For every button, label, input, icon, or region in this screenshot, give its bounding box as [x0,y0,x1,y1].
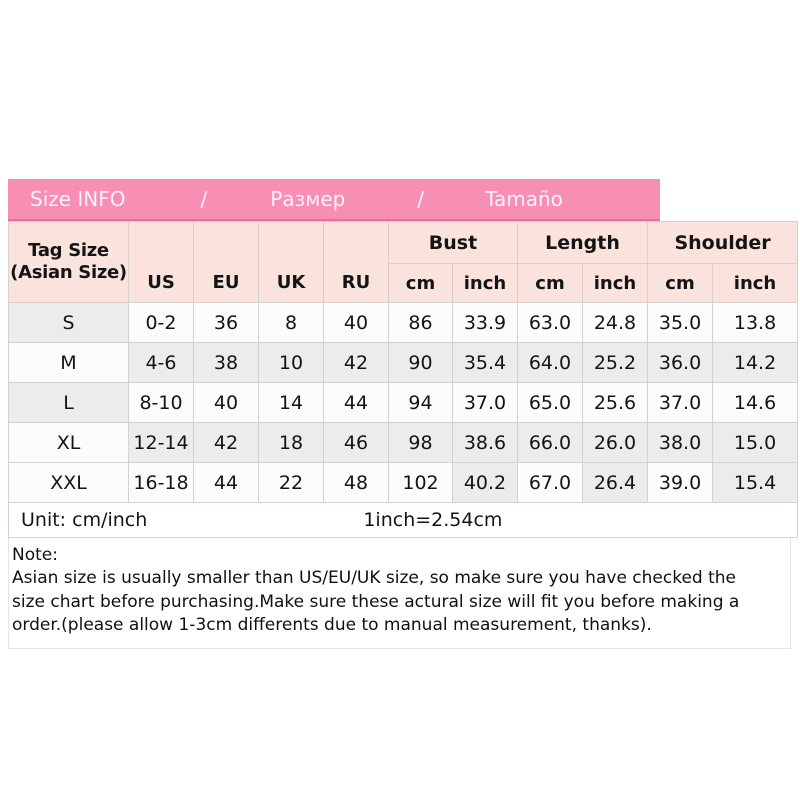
value-cell: 46 [323,422,389,463]
uk-column-header: UK [258,263,324,303]
value-cell: 13.8 [712,302,799,343]
value-cell: 67.0 [517,462,583,503]
unit-row: Unit: cm/inch 1inch=2.54cm [7,502,799,538]
value-cell: 90 [388,342,453,383]
value-cell: 64.0 [517,342,583,383]
table-row: XXL 16-18 44 22 48 102 40.2 67.0 26.4 39.0 15.4 [8,462,799,503]
table-row: S 0-2 36 8 40 86 33.9 63.0 24.8 35.0 13.8 [8,302,799,343]
title-separator: / [200,187,208,211]
value-cell: 38.0 [647,422,714,463]
tag-size-cell: L [8,382,129,423]
value-cell: 33.9 [452,302,518,343]
value-cell: 102 [388,462,453,503]
shoulder-inch-header: inch [712,263,799,303]
title-tamano: Tamaño [485,187,563,211]
value-cell: 38.6 [452,422,518,463]
value-cell: 10 [258,342,324,383]
length-group-header: Length [516,221,649,264]
value-cell: 38 [193,342,259,383]
value-cell: 14.6 [712,382,799,423]
title-separator: / [417,187,425,211]
value-cell: 16-18 [128,462,194,503]
value-cell: 98 [388,422,453,463]
length-inch-header: inch [581,263,649,303]
table-row: XL 12-14 42 18 46 98 38.6 66.0 26.0 38.0 15.0 [8,422,799,463]
title-bar: Size INFO / Размер / Tamaño [8,179,660,221]
value-cell: 86 [388,302,453,343]
value-cell: 8-10 [128,382,194,423]
size-table-body: S 0-2 36 8 40 86 33.9 63.0 24.8 35.0 13.8 M 4-6 38 10 4… [8,302,799,503]
value-cell: 36.0 [647,342,714,383]
note-body: Asian size is usually smaller than US/EU… [12,568,740,636]
value-cell: 15.0 [712,422,799,463]
value-cell: 37.0 [452,382,518,423]
shoulder-cm-header: cm [647,263,714,303]
value-cell: 26.0 [581,422,649,463]
note-section: Note: Asian size is usually smaller than… [8,538,791,649]
value-cell: 65.0 [517,382,583,423]
size-table: Tag Size (Asian Size) Bust Length Should… [7,221,799,538]
empty-header-cell [128,221,194,264]
value-cell: 18 [258,422,324,463]
value-cell: 63.0 [517,302,583,343]
table-group-header-row: Tag Size (Asian Size) Bust Length Should… [8,221,799,303]
ru-column-header: RU [323,263,389,303]
value-cell: 14.2 [712,342,799,383]
value-cell: 26.4 [581,462,649,503]
unit-row-cell: Unit: cm/inch 1inch=2.54cm [7,502,799,538]
empty-header-cell [258,221,324,264]
tag-size-cell: M [8,342,129,383]
value-cell: 25.6 [581,382,649,423]
value-cell: 8 [258,302,324,343]
tag-size-header-line1: Tag Size [28,240,109,262]
value-cell: 22 [258,462,324,503]
eu-column-header: EU [193,263,259,303]
value-cell: 42 [193,422,259,463]
value-cell: 4-6 [128,342,194,383]
unit-label: Unit: cm/inch [21,509,148,531]
conversion-label: 1inch=2.54cm [363,509,503,531]
value-cell: 12-14 [128,422,194,463]
value-cell: 39.0 [647,462,714,503]
value-cell: 35.4 [452,342,518,383]
value-cell: 66.0 [517,422,583,463]
empty-header-cell [193,221,259,264]
value-cell: 40 [193,382,259,423]
length-cm-header: cm [517,263,583,303]
table-row: L 8-10 40 14 44 94 37.0 65.0 25.6 37.0 14.6 [8,382,799,423]
value-cell: 37.0 [647,382,714,423]
value-cell: 35.0 [647,302,714,343]
title-razmer: Размер [270,187,346,211]
value-cell: 24.8 [581,302,649,343]
bust-cm-header: cm [388,263,453,303]
tag-size-cell: XXL [8,462,129,503]
table-row: M 4-6 38 10 42 90 35.4 64.0 25.2 36.0 14.2 [8,342,799,383]
tag-size-cell: XL [8,422,129,463]
value-cell: 0-2 [128,302,194,343]
size-chart-content: Size INFO / Размер / Tamaño Tag Size (As… [7,179,799,649]
bust-group-header: Bust [388,221,518,264]
value-cell: 14 [258,382,324,423]
value-cell: 36 [193,302,259,343]
note-heading: Note: [12,545,58,565]
value-cell: 48 [323,462,389,503]
value-cell: 25.2 [581,342,649,383]
value-cell: 94 [388,382,453,423]
empty-header-cell [323,221,389,264]
value-cell: 40.2 [452,462,518,503]
title-size-info: Size INFO [30,187,126,211]
value-cell: 44 [323,382,389,423]
value-cell: 42 [323,342,389,383]
tag-size-header-line2: (Asian Size) [10,262,127,283]
value-cell: 40 [323,302,389,343]
value-cell: 44 [193,462,259,503]
value-cell: 15.4 [712,462,799,503]
us-column-header: US [128,263,194,303]
bust-inch-header: inch [452,263,518,303]
shoulder-group-header: Shoulder [647,221,799,264]
tag-size-cell: S [8,302,129,343]
tag-size-header: Tag Size (Asian Size) [8,221,129,303]
